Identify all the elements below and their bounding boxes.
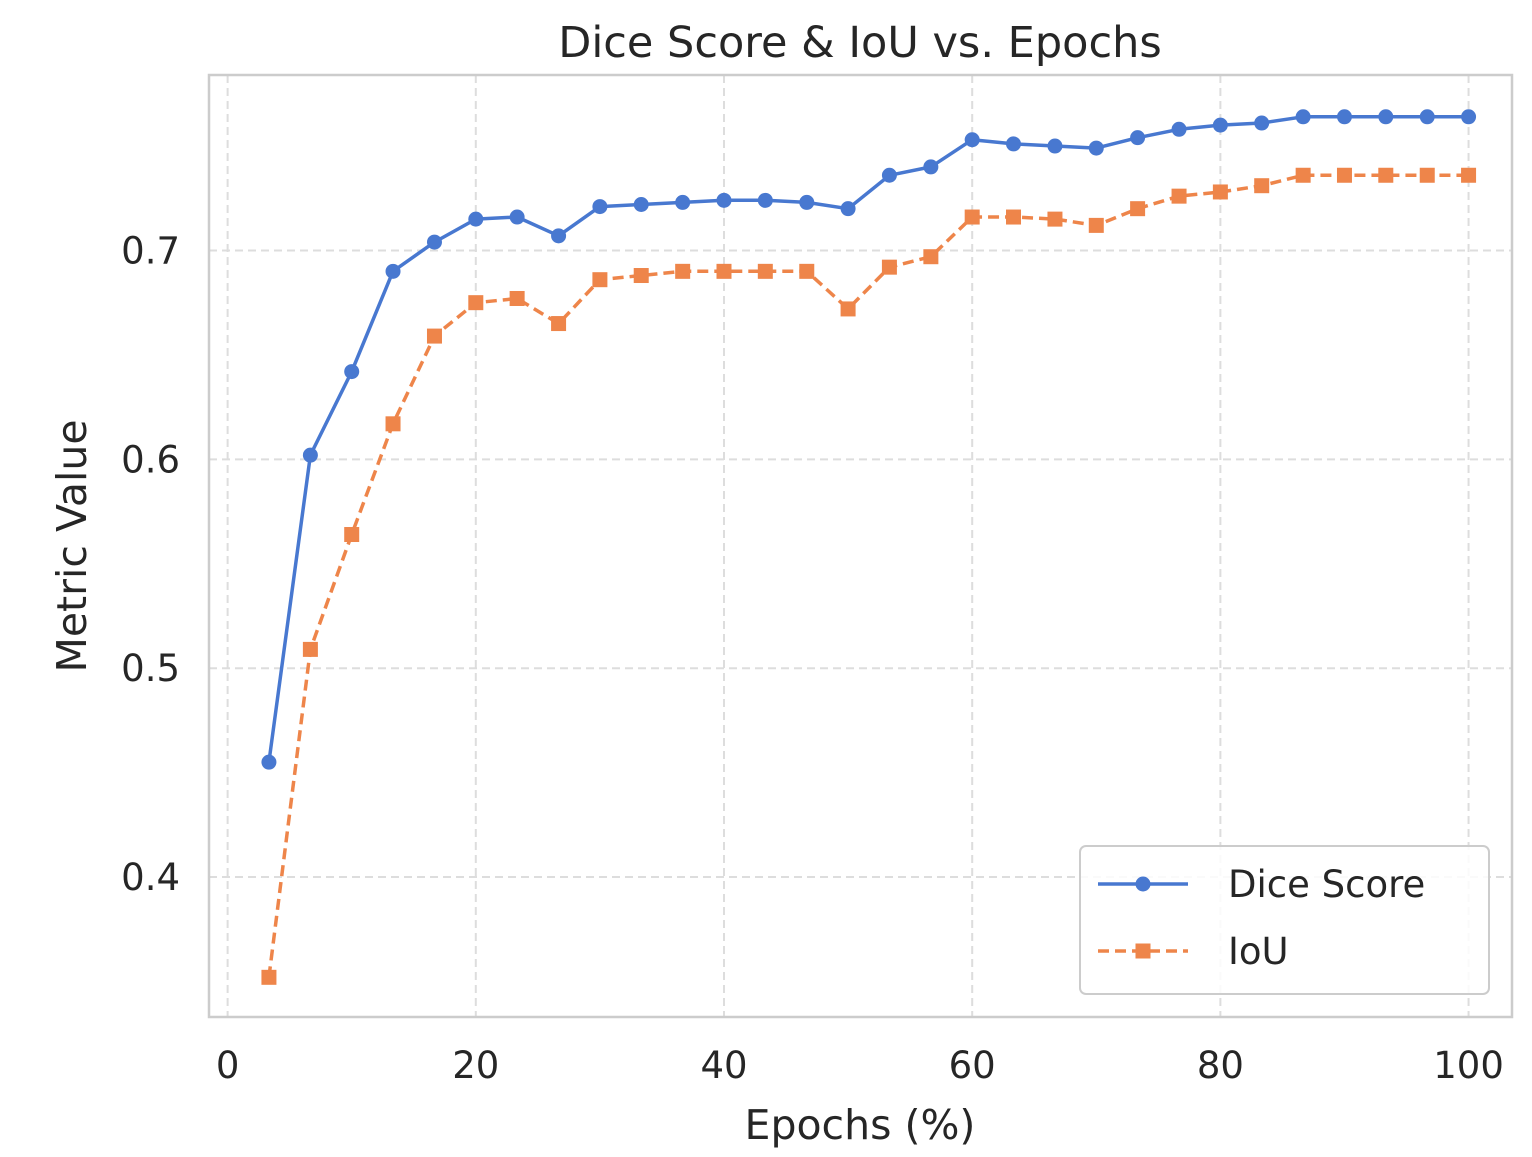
series-dice-score bbox=[261, 109, 1477, 770]
x-axis-ticks: 0 20 40 60 80 100 bbox=[216, 1044, 1504, 1087]
data-point bbox=[675, 263, 691, 279]
data-point bbox=[1461, 109, 1477, 125]
data-point bbox=[426, 328, 442, 344]
data-point bbox=[881, 167, 897, 183]
data-point bbox=[1461, 167, 1477, 183]
data-point bbox=[1295, 167, 1311, 183]
data-point bbox=[1171, 121, 1187, 137]
data-point bbox=[799, 263, 815, 279]
data-point bbox=[592, 199, 608, 215]
data-point bbox=[1378, 167, 1394, 183]
chart-title: Dice Score & IoU vs. Epochs bbox=[558, 18, 1162, 68]
legend-entry: IoU bbox=[1098, 930, 1289, 973]
data-point bbox=[840, 201, 856, 217]
data-point bbox=[426, 234, 442, 250]
x-tick-label: 100 bbox=[1433, 1044, 1504, 1087]
data-point bbox=[1047, 211, 1063, 227]
data-point bbox=[1212, 117, 1228, 133]
data-point bbox=[757, 263, 773, 279]
data-point bbox=[302, 641, 318, 657]
data-point bbox=[716, 192, 732, 208]
data-point bbox=[1171, 188, 1187, 204]
data-point bbox=[964, 132, 980, 148]
data-point bbox=[840, 301, 856, 317]
data-point bbox=[1336, 167, 1352, 183]
series-layer bbox=[261, 109, 1477, 985]
data-point bbox=[385, 416, 401, 432]
data-point bbox=[1419, 109, 1435, 125]
data-point bbox=[1254, 178, 1270, 194]
data-point bbox=[592, 272, 608, 288]
data-point bbox=[799, 194, 815, 210]
y-tick-label: 0.6 bbox=[121, 438, 180, 481]
data-point bbox=[1254, 115, 1270, 131]
series-iou bbox=[261, 167, 1477, 985]
legend-entries: Dice Score IoU bbox=[1098, 863, 1425, 973]
data-point bbox=[1336, 109, 1352, 125]
data-point bbox=[468, 295, 484, 311]
data-point bbox=[923, 159, 939, 175]
legend-label: Dice Score bbox=[1228, 863, 1425, 906]
data-point bbox=[633, 196, 649, 212]
x-tick-label: 80 bbox=[1197, 1044, 1244, 1087]
y-axis-title: Metric Value bbox=[48, 419, 96, 672]
data-point bbox=[468, 211, 484, 227]
data-point bbox=[344, 527, 360, 543]
data-point bbox=[675, 194, 691, 210]
data-point bbox=[261, 754, 277, 770]
data-point bbox=[757, 192, 773, 208]
y-axis-ticks: 0.4 0.5 0.6 0.7 bbox=[121, 229, 180, 899]
legend-label: IoU bbox=[1228, 930, 1289, 973]
data-point bbox=[551, 228, 567, 244]
data-point bbox=[1130, 130, 1146, 146]
legend: Dice Score IoU bbox=[1079, 845, 1490, 995]
data-point bbox=[1212, 184, 1228, 200]
data-point bbox=[633, 268, 649, 284]
data-point bbox=[509, 290, 525, 306]
legend-entry: Dice Score bbox=[1098, 863, 1425, 906]
y-tick-label: 0.7 bbox=[121, 229, 180, 272]
data-point bbox=[1295, 109, 1311, 125]
data-point bbox=[1088, 140, 1104, 156]
y-tick-label: 0.5 bbox=[121, 647, 180, 690]
data-point bbox=[964, 209, 980, 225]
x-tick-label: 20 bbox=[452, 1044, 499, 1087]
data-point bbox=[302, 447, 318, 463]
x-axis-title: Epochs (%) bbox=[745, 1101, 976, 1149]
series-line bbox=[267, 115, 1469, 763]
x-tick-label: 60 bbox=[949, 1044, 996, 1087]
data-point bbox=[1006, 209, 1022, 225]
data-point bbox=[385, 263, 401, 279]
data-point bbox=[1088, 217, 1104, 233]
series-line bbox=[267, 173, 1469, 978]
data-point bbox=[261, 969, 277, 985]
data-point bbox=[1419, 167, 1435, 183]
data-point bbox=[1130, 201, 1146, 217]
x-tick-label: 0 bbox=[216, 1044, 240, 1087]
data-point bbox=[1047, 138, 1063, 154]
x-tick-label: 40 bbox=[700, 1044, 747, 1087]
data-point bbox=[509, 209, 525, 225]
data-point bbox=[1006, 136, 1022, 152]
data-point bbox=[716, 263, 732, 279]
y-tick-label: 0.4 bbox=[121, 856, 180, 899]
plot-area-frame bbox=[207, 73, 1514, 1019]
data-point bbox=[923, 249, 939, 265]
legend-marker bbox=[1135, 943, 1151, 959]
data-point bbox=[1378, 109, 1394, 125]
legend-marker bbox=[1135, 876, 1151, 892]
data-point bbox=[551, 316, 567, 332]
data-point bbox=[881, 259, 897, 275]
data-point bbox=[344, 364, 360, 380]
